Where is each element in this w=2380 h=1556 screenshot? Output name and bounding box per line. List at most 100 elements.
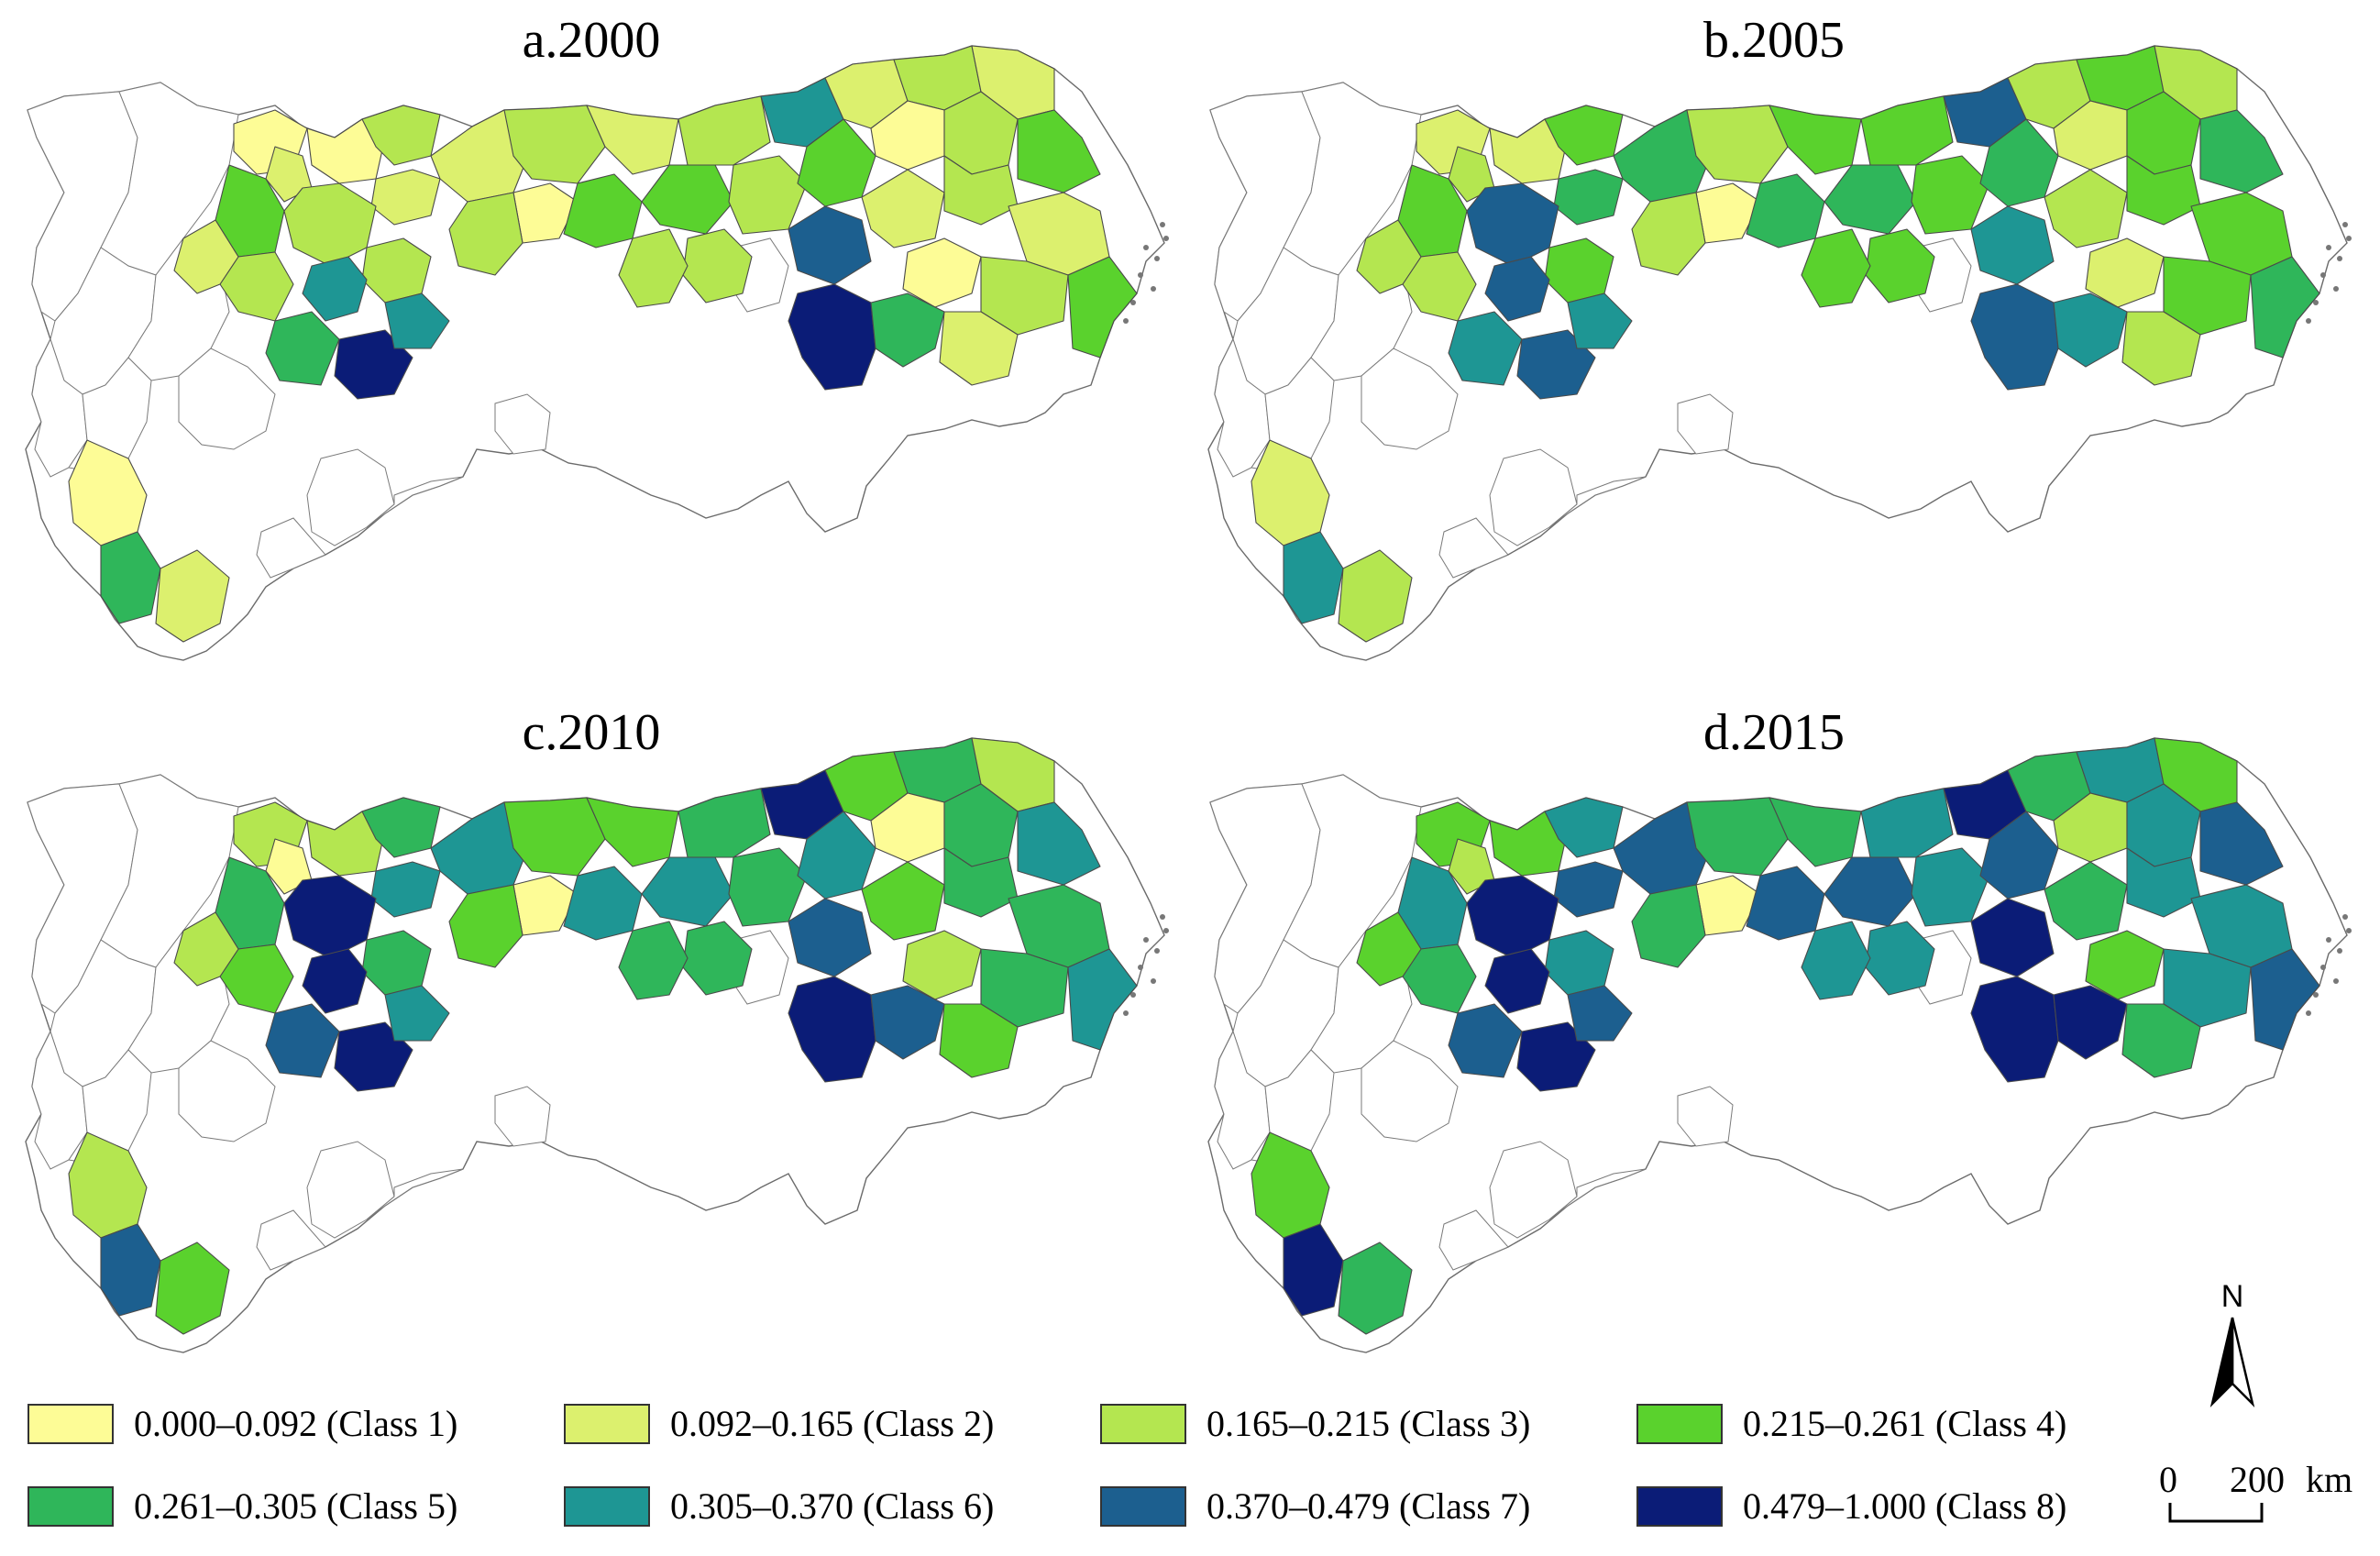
north-arrow-icon bbox=[2209, 1317, 2255, 1407]
choropleth-map-2015 bbox=[1207, 737, 2352, 1353]
coastal-islands bbox=[1123, 914, 1169, 1016]
north-letter: N bbox=[2220, 1279, 2244, 1314]
district-class-1 bbox=[902, 237, 982, 308]
unclassified-district bbox=[494, 1086, 551, 1147]
district-class-6 bbox=[2053, 292, 2128, 368]
district-class-6 bbox=[1017, 801, 1101, 886]
district-class-8 bbox=[1484, 948, 1550, 1014]
district-class-2 bbox=[173, 219, 239, 294]
district-class-5 bbox=[870, 292, 945, 368]
legend-swatch bbox=[1100, 1486, 1186, 1527]
district-class-8 bbox=[334, 1021, 413, 1092]
district-class-3 bbox=[1631, 192, 1706, 276]
district-class-3 bbox=[1686, 105, 1789, 184]
scale-start: 0 bbox=[2159, 1459, 2177, 1500]
island bbox=[1138, 965, 1143, 970]
district-class-3 bbox=[2044, 169, 2128, 248]
district-class-6 bbox=[384, 985, 450, 1042]
unclassified-district bbox=[366, 476, 464, 528]
district-class-6 bbox=[1283, 531, 1344, 624]
island bbox=[2342, 222, 2348, 227]
unclassified-district bbox=[1438, 517, 1509, 579]
district-class-4 bbox=[1489, 811, 1569, 877]
island bbox=[1123, 1010, 1129, 1016]
district-class-3 bbox=[448, 192, 523, 276]
island bbox=[2333, 978, 2339, 984]
district-class-2 bbox=[861, 169, 945, 248]
panel-title: c.2010 bbox=[522, 704, 661, 761]
island bbox=[1151, 978, 1156, 984]
panel-title: a.2000 bbox=[522, 12, 661, 69]
district-class-5 bbox=[1613, 109, 1715, 203]
island bbox=[2313, 992, 2319, 998]
district-class-8 bbox=[302, 948, 368, 1014]
unclassified-district bbox=[1548, 476, 1647, 528]
legend: 0.000–0.092 (Class 1) 0.092–0.165 (Class… bbox=[28, 1398, 2136, 1545]
legend-item-class-8: 0.479–1.000 (Class 8) bbox=[1636, 1481, 2066, 1532]
legend-label: 0.261–0.305 (Class 5) bbox=[134, 1485, 458, 1527]
district-class-8 bbox=[334, 329, 413, 400]
island bbox=[2320, 272, 2326, 278]
legend-item-class-1: 0.000–0.092 (Class 1) bbox=[28, 1398, 457, 1450]
district-class-7 bbox=[870, 985, 945, 1060]
district-class-6 bbox=[430, 801, 533, 895]
island bbox=[1160, 914, 1165, 920]
island bbox=[1154, 256, 1160, 261]
district-class-1 bbox=[306, 118, 386, 184]
island bbox=[2337, 948, 2342, 954]
panel-title: b.2005 bbox=[1703, 12, 1845, 69]
district-class-5 bbox=[2121, 1003, 2201, 1078]
island bbox=[2333, 286, 2339, 292]
district-class-8 bbox=[1516, 1021, 1596, 1092]
district-class-7 bbox=[1516, 329, 1596, 400]
unclassified-district bbox=[1548, 1168, 1647, 1220]
district-class-4 bbox=[1801, 228, 1871, 308]
district-class-3 bbox=[618, 228, 689, 308]
coastal-islands bbox=[2306, 914, 2352, 1016]
island bbox=[1130, 300, 1136, 305]
district-class-7 bbox=[2199, 801, 2284, 886]
coastal-islands bbox=[1123, 222, 1169, 324]
legend-item-class-6: 0.305–0.370 (Class 6) bbox=[564, 1481, 994, 1532]
legend-item-class-7: 0.370–0.479 (Class 7) bbox=[1100, 1481, 1530, 1532]
island bbox=[1151, 286, 1156, 292]
district-class-6 bbox=[384, 292, 450, 349]
district-class-7 bbox=[2250, 948, 2320, 1051]
unclassified-district bbox=[1677, 1086, 1734, 1147]
district-class-4 bbox=[448, 884, 523, 968]
district-class-7 bbox=[788, 205, 872, 285]
district-class-5 bbox=[1631, 884, 1706, 968]
choropleth-map-2000 bbox=[25, 45, 1169, 661]
district-class-5 bbox=[618, 921, 689, 1000]
district-class-6 bbox=[302, 256, 368, 322]
map-layer bbox=[25, 45, 1169, 661]
district-class-3 bbox=[173, 911, 239, 987]
island bbox=[2342, 914, 2348, 920]
scale-bar-line bbox=[2168, 1503, 2264, 1523]
district-class-4 bbox=[861, 861, 945, 941]
district-class-4 bbox=[503, 797, 606, 877]
district-class-6 bbox=[1970, 205, 2055, 285]
island bbox=[2320, 965, 2326, 970]
legend-swatch bbox=[564, 1486, 650, 1527]
district-class-2 bbox=[939, 311, 1019, 386]
district-class-5 bbox=[100, 531, 161, 624]
map-panel-2005: b.2005 bbox=[1183, 0, 2365, 679]
district-class-3 bbox=[1338, 549, 1413, 643]
map-layer bbox=[25, 737, 1169, 1353]
unclassified-district bbox=[1361, 1040, 1459, 1142]
district-class-2 bbox=[155, 549, 230, 643]
island bbox=[1160, 222, 1165, 227]
district-class-8 bbox=[788, 283, 876, 391]
district-class-8 bbox=[1283, 1223, 1344, 1317]
legend-item-class-3: 0.165–0.215 (Class 3) bbox=[1100, 1398, 1530, 1450]
district-class-4 bbox=[1017, 109, 1101, 193]
unclassified-district bbox=[178, 348, 276, 450]
map-layer bbox=[1207, 45, 2352, 661]
district-class-6 bbox=[1067, 948, 1138, 1051]
legend-label: 0.305–0.370 (Class 6) bbox=[670, 1485, 995, 1527]
island bbox=[2326, 937, 2331, 943]
district-class-2 bbox=[430, 109, 533, 203]
district-class-5 bbox=[1686, 797, 1789, 877]
district-class-7 bbox=[1613, 801, 1715, 895]
